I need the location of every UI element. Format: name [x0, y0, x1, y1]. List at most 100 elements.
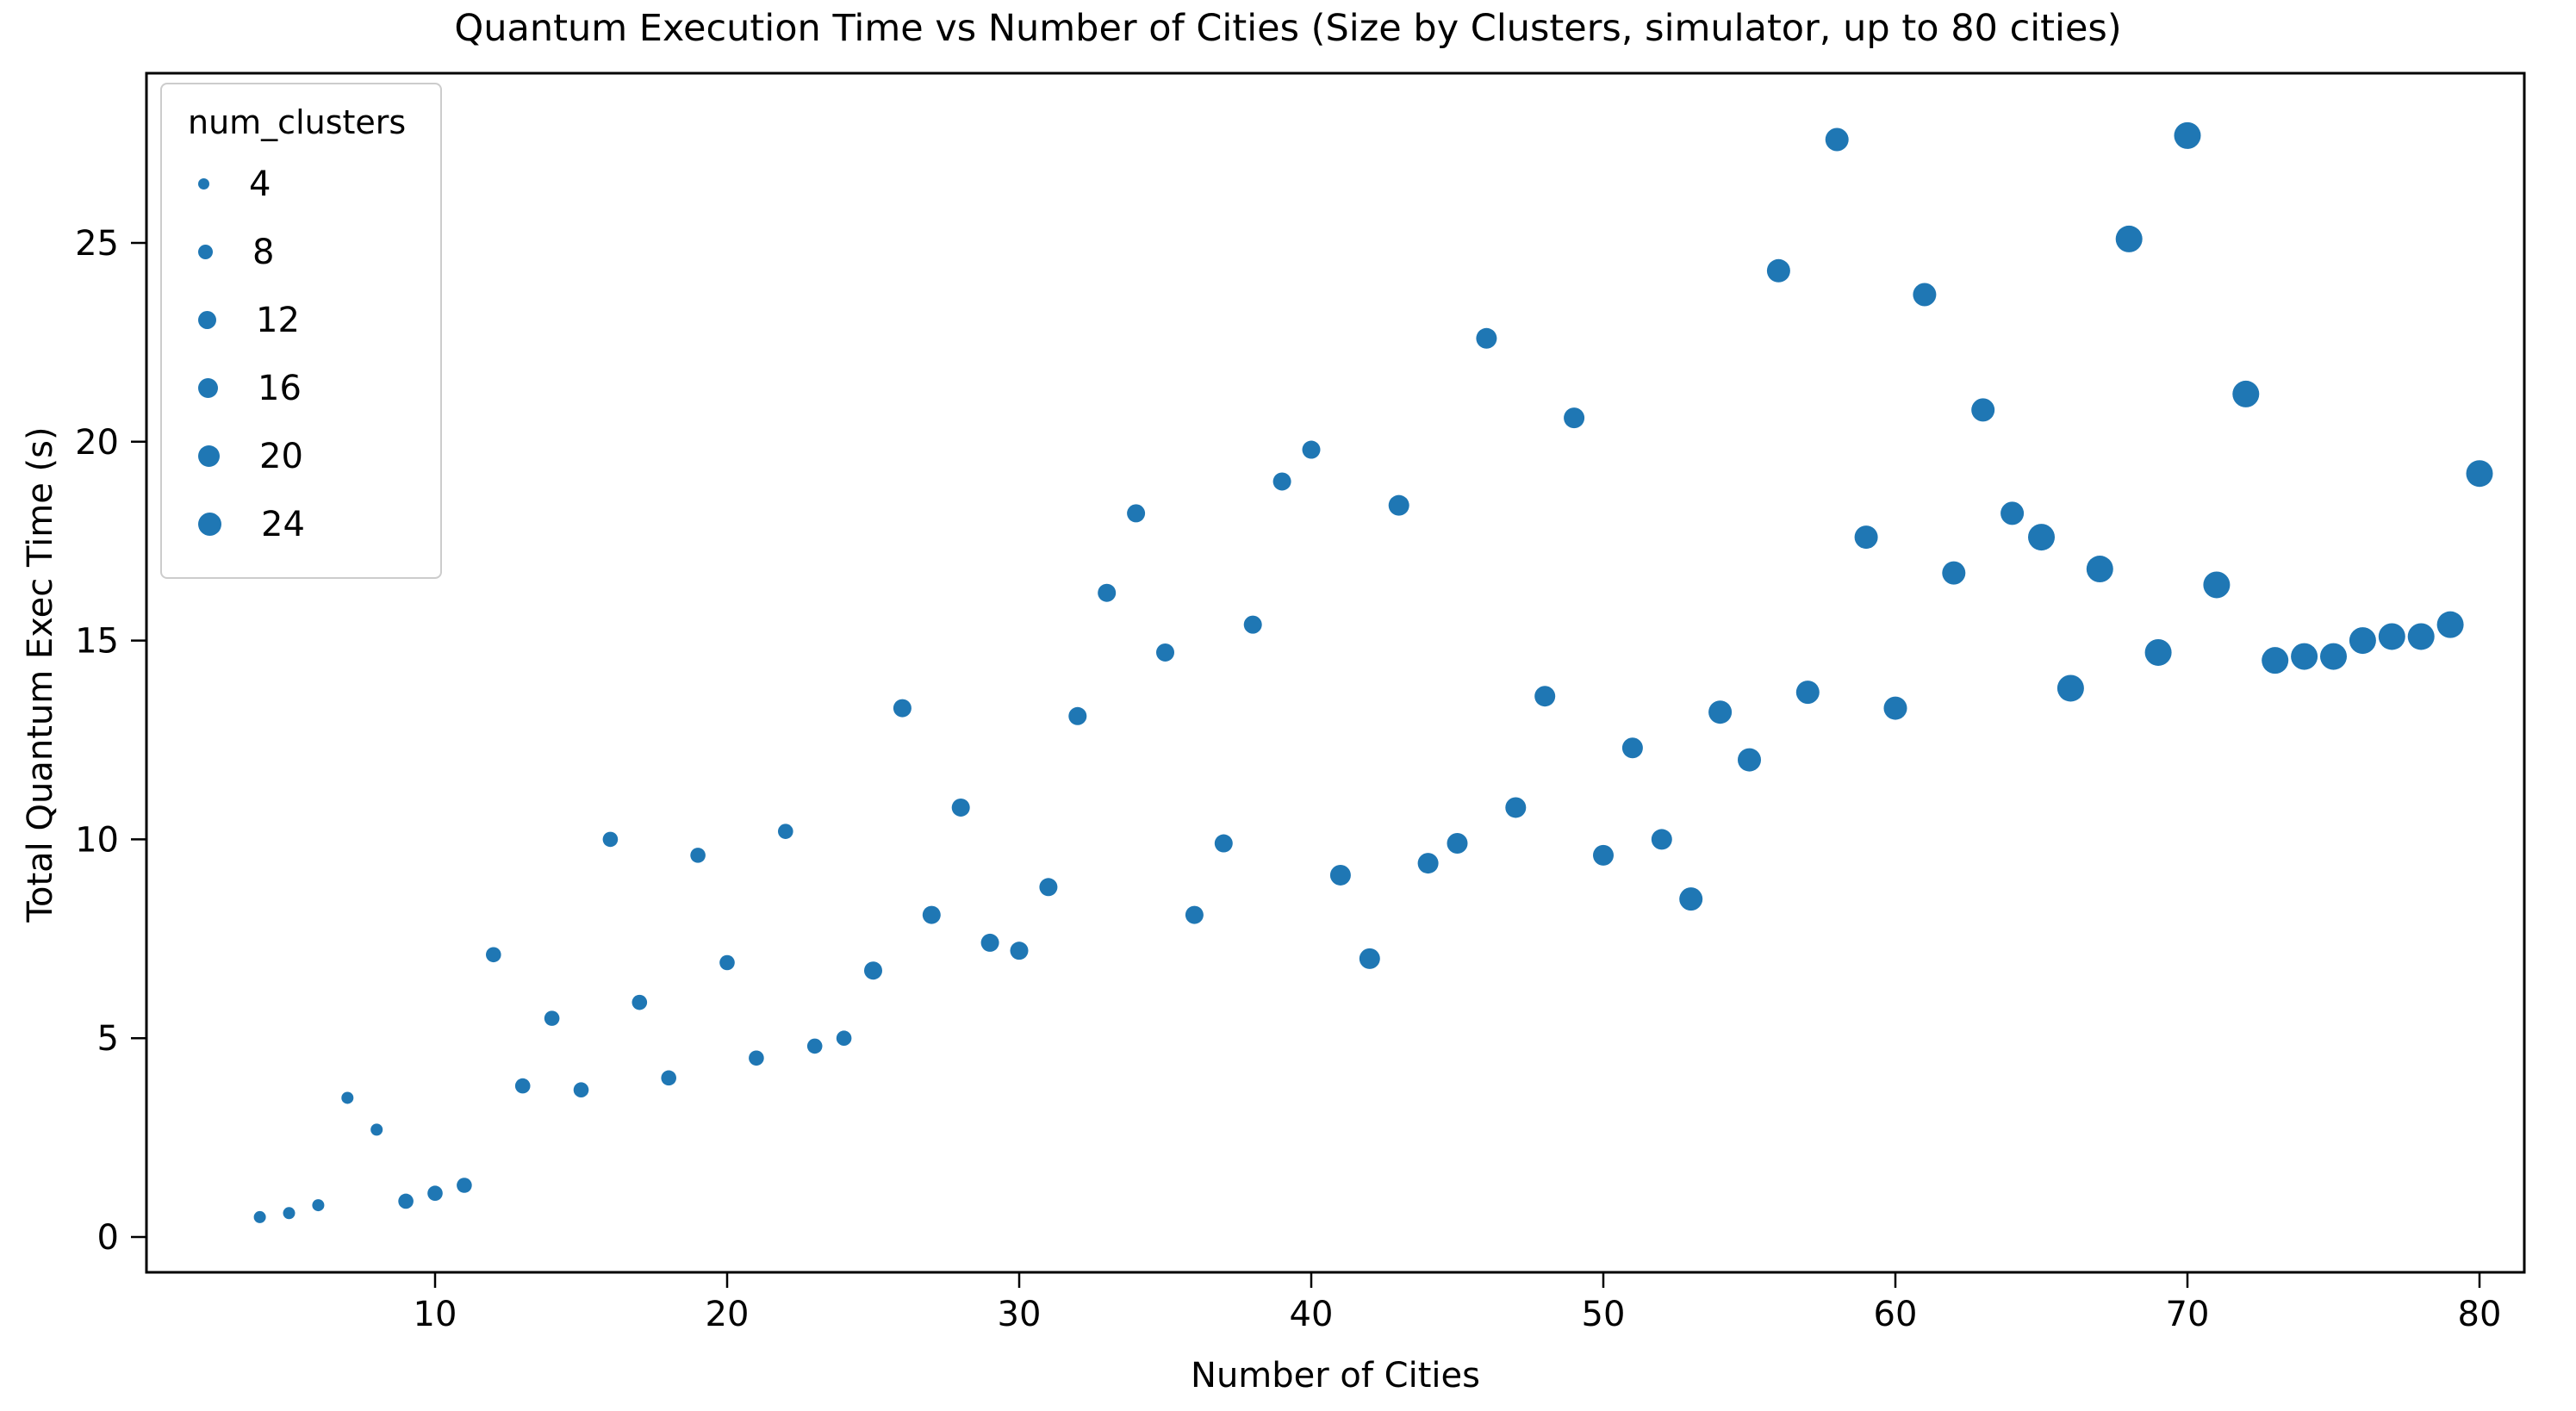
data-point [1795, 681, 1820, 705]
data-point [2232, 380, 2260, 407]
data-point [2115, 225, 2143, 252]
legend-entry-label: 16 [258, 368, 302, 408]
data-point [1621, 737, 1643, 759]
data-point [1214, 834, 1233, 853]
legend-entry-label: 8 [252, 232, 275, 272]
legend-entry: 20 [186, 422, 406, 490]
data-point [893, 699, 912, 718]
data-point [1098, 583, 1117, 602]
legend-marker-dot-icon [198, 178, 209, 190]
data-point [1766, 258, 1790, 283]
data-point [1156, 643, 1174, 662]
legend-title: num_clusters [188, 103, 407, 141]
data-point [1534, 686, 1556, 707]
legend-marker-dot-icon [198, 311, 216, 329]
data-point [2056, 674, 2084, 702]
data-point [1679, 887, 1703, 911]
data-point [778, 824, 793, 839]
chart-title: Quantum Execution Time vs Number of Citi… [454, 7, 2122, 50]
data-point [661, 1070, 676, 1086]
data-point [398, 1193, 414, 1209]
legend-entry: 12 [186, 286, 406, 354]
data-point [573, 1082, 589, 1098]
data-point [1185, 905, 1204, 924]
data-point [1476, 327, 1497, 349]
data-point [1593, 844, 1614, 866]
data-point [2349, 627, 2376, 655]
x-axis-label: Number of Cities [1191, 1356, 1480, 1395]
data-point [1243, 615, 1262, 634]
x-tick-label: 20 [706, 1295, 750, 1334]
y-axis-label: Total Quantum Exec Time (s) [21, 426, 60, 923]
legend-marker-dot-icon [198, 445, 220, 467]
x-tick-label: 10 [414, 1295, 457, 1334]
legend-entry: 16 [186, 354, 406, 422]
data-point [457, 1178, 472, 1193]
data-point [1068, 706, 1087, 725]
data-point [2320, 643, 2347, 670]
data-point [370, 1123, 383, 1136]
data-point [1913, 283, 1937, 307]
data-point [1010, 942, 1029, 960]
data-point [312, 1199, 325, 1212]
data-point [2407, 623, 2435, 650]
data-point [2466, 460, 2493, 488]
data-point [632, 994, 648, 1010]
data-point [1127, 504, 1146, 523]
legend-entry-label: 24 [261, 504, 305, 544]
legend-marker-dot-icon [198, 245, 213, 259]
y-tick-label: 10 [75, 820, 119, 860]
legend-entry: 24 [186, 490, 406, 558]
y-tick-label: 15 [75, 622, 119, 662]
x-tick-label: 70 [2166, 1295, 2210, 1334]
data-point [1272, 472, 1291, 491]
data-point [1388, 494, 1409, 516]
data-point [1708, 700, 1733, 724]
data-point [1883, 696, 1907, 720]
legend-marker-dot-icon [198, 513, 221, 536]
data-point [341, 1091, 354, 1104]
data-point [253, 1210, 266, 1223]
x-tick-label: 60 [1874, 1295, 1918, 1334]
data-point [1505, 797, 1527, 818]
size-legend: num_clusters 4 8 12 16 20 24 [160, 83, 443, 579]
data-point [544, 1010, 560, 1026]
data-point [1039, 878, 1058, 897]
data-point [1942, 561, 1966, 585]
x-tick-label: 80 [2458, 1295, 2502, 1334]
data-point [2291, 643, 2318, 670]
data-point [1359, 948, 1380, 969]
data-point [951, 798, 970, 817]
data-point [1564, 407, 1585, 429]
data-point [2144, 638, 2172, 666]
data-point [514, 1078, 531, 1094]
legend-entry: 4 [186, 150, 406, 218]
data-point [1302, 440, 1321, 459]
legend-marker-dot-icon [198, 378, 218, 398]
y-tick-label: 25 [75, 224, 119, 264]
data-point [806, 1038, 823, 1054]
data-point [427, 1185, 443, 1202]
data-point [2000, 501, 2025, 525]
legend-rows: 4 8 12 16 20 24 [186, 150, 406, 558]
data-point [1651, 829, 1672, 850]
data-point [1447, 833, 1468, 855]
data-point [2378, 623, 2405, 650]
legend-entry: 8 [186, 218, 406, 286]
data-point [2086, 556, 2113, 583]
data-point [1971, 398, 1995, 422]
data-point [2174, 121, 2201, 149]
data-point [836, 1030, 852, 1046]
legend-entry-label: 4 [249, 164, 271, 204]
y-tick-label: 5 [97, 1019, 119, 1059]
data-point [1329, 864, 1351, 886]
data-point [690, 848, 706, 863]
data-point [1825, 127, 1849, 152]
legend-entry-label: 20 [259, 436, 303, 476]
data-point [2028, 524, 2055, 551]
data-point [1854, 525, 1878, 550]
data-point [602, 831, 619, 848]
data-point [486, 947, 501, 963]
